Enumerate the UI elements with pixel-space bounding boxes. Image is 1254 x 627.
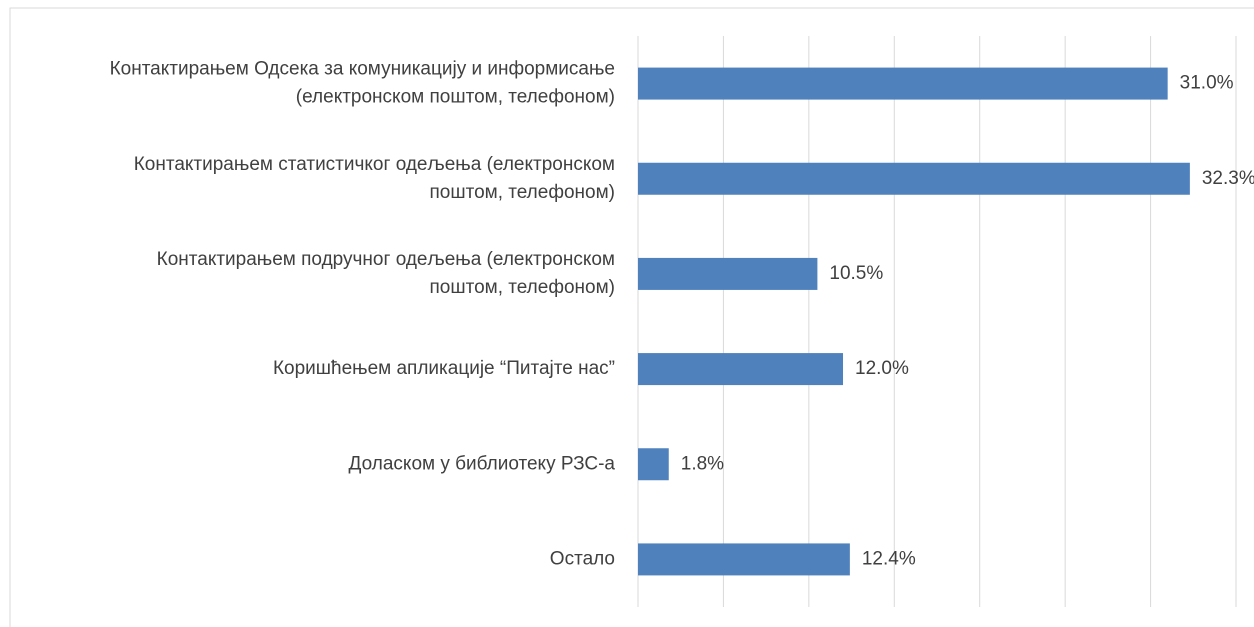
y-tick-label: поштом, телефоном) [429,277,615,298]
chart-border [9,7,1254,627]
data-label: 12.4% [862,548,916,569]
y-tick-label: Контактирањем статистичког одељења (елек… [134,154,615,175]
y-tick-label: Доласком у библиотеку РЗС-а [349,453,616,474]
y-tick-label: поштом, телефоном) [429,182,615,203]
data-label: 12.0% [855,358,909,379]
data-label: 1.8% [681,453,724,474]
data-label: 10.5% [829,263,883,284]
data-label: 32.3% [1202,168,1254,189]
bar [638,448,669,481]
bar [638,67,1168,100]
bar [638,353,844,386]
y-tick-label: (електронском поштом, телефоном) [296,87,615,108]
bar [638,162,1190,195]
y-tick-label: Контактирањем подручног одељења (електро… [157,249,615,270]
y-tick-label: Контактирањем Одсека за комуникацију и и… [110,59,615,80]
y-tick-label: Остало [550,548,615,569]
data-label: 31.0% [1180,73,1234,94]
bar [638,257,818,290]
bar [638,543,850,576]
y-tick-label: Коришћењем апликације “Питајте нас” [273,358,615,379]
